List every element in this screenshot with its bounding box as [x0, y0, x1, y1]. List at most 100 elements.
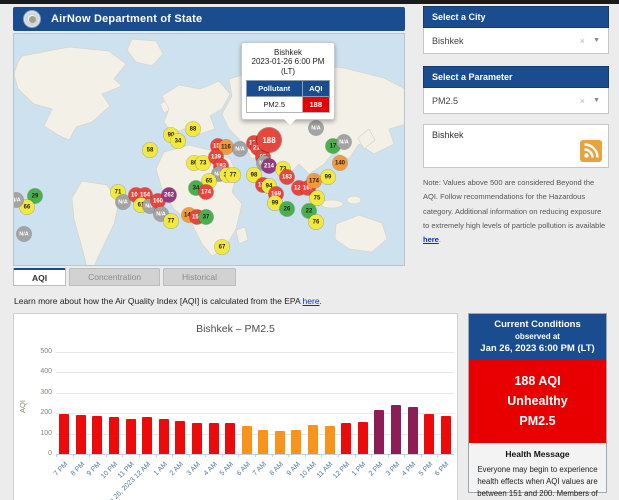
x-axis-tick — [89, 454, 91, 457]
city-dropdown[interactable]: Bishkek × ▼ — [423, 28, 609, 54]
chart-bar — [291, 430, 302, 454]
x-axis-tick — [155, 454, 157, 457]
x-axis-tick — [122, 454, 124, 457]
tab-concentration[interactable]: Concentration — [69, 268, 161, 286]
map-marker[interactable]: N/A — [308, 120, 324, 136]
map-marker[interactable]: N/A — [16, 226, 32, 242]
popup-city: Bishkek — [273, 48, 302, 57]
current-aqi-value: 188 AQI — [514, 374, 561, 388]
y-axis-label: 0 — [48, 450, 52, 457]
map-marker[interactable]: 67 — [214, 239, 230, 255]
select-city-header: Select a City — [423, 6, 609, 28]
parameter-chevron-down-icon[interactable]: ▼ — [593, 97, 600, 104]
x-axis-label: 2 PM — [367, 461, 385, 478]
x-axis-label: 7 AM — [252, 461, 269, 478]
x-axis-label: 5 PM — [417, 461, 435, 478]
world-aqi-map[interactable]: 2966N/AN/A71N/A10815461N/A160262N/A77589… — [13, 33, 405, 266]
city-clear-icon[interactable]: × — [579, 35, 586, 46]
x-axis-label: 3 PM — [384, 461, 401, 478]
map-marker[interactable]: 76 — [308, 214, 324, 230]
view-tabs: AQI Concentration Historical — [13, 268, 236, 286]
x-axis-label: 6 AM — [235, 461, 252, 478]
rss-feed-icon[interactable] — [580, 140, 602, 162]
x-axis-tick — [138, 454, 140, 457]
map-marker[interactable]: 116 — [218, 139, 234, 155]
chart-bar — [109, 417, 120, 454]
chart-bar — [357, 422, 368, 454]
map-marker[interactable]: 73 — [195, 155, 211, 171]
gridline — [56, 392, 454, 394]
map-marker[interactable]: 77 — [163, 213, 179, 229]
map-marker[interactable]: N/A — [232, 141, 248, 157]
chart-bar — [258, 430, 269, 454]
map-marker[interactable]: N/A — [336, 134, 352, 150]
city-chevron-down-icon[interactable]: ▼ — [593, 37, 600, 44]
x-axis-label: 4 AM — [202, 461, 219, 478]
chart-bar — [75, 415, 86, 454]
x-axis-tick — [371, 454, 373, 457]
map-marker[interactable]: 58 — [142, 142, 158, 158]
note-here-link[interactable]: here — [423, 235, 439, 244]
map-marker[interactable]: 183 — [279, 169, 295, 185]
tab-aqi[interactable]: AQI — [13, 268, 67, 286]
x-axis-label: 3 AM — [185, 461, 202, 478]
map-marker[interactable]: 214 — [261, 158, 277, 174]
map-marker[interactable]: 26 — [279, 201, 295, 217]
chart-bar — [208, 423, 219, 454]
x-axis-label: 6 PM — [434, 461, 451, 478]
tab-historical[interactable]: Historical — [163, 268, 236, 286]
x-axis-tick — [354, 454, 356, 457]
x-axis-label: 10 PM — [99, 461, 119, 481]
gridline — [56, 413, 454, 414]
parameter-clear-icon[interactable]: × — [579, 95, 586, 106]
map-marker[interactable]: 174 — [198, 184, 214, 200]
x-axis-label: 2 AM — [169, 461, 186, 478]
popup-col-pollutant: Pollutant — [246, 80, 303, 97]
map-marker[interactable]: 262 — [161, 187, 177, 203]
map-marker[interactable]: 34 — [170, 133, 186, 149]
map-marker[interactable]: 99 — [320, 169, 336, 185]
map-popup: Bishkek 2023-01-26 6:00 PM (LT) Pollutan… — [241, 42, 335, 125]
map-marker[interactable]: 140 — [332, 155, 348, 171]
current-aqi-category: Unhealthy — [507, 394, 568, 408]
x-axis-tick — [420, 454, 422, 457]
popup-datetime: 2023-01-26 6:00 PM — [251, 57, 325, 66]
x-axis-label: 5 AM — [218, 461, 236, 478]
chart-bar — [241, 425, 252, 454]
x-axis-label: 12 PM — [331, 461, 352, 481]
health-message-block: Health Message Everyone may begin to exp… — [469, 443, 606, 500]
map-marker[interactable]: 88 — [185, 121, 201, 137]
conditions-datetime: Jan 26, 2023 6:00 PM (LT) — [480, 343, 595, 354]
x-axis-tick — [188, 454, 190, 457]
app-title: AirNow Department of State — [51, 13, 203, 25]
epa-here-link[interactable]: here — [302, 296, 320, 306]
parameter-dropdown-value: PM2.5 — [432, 95, 459, 106]
health-message-title: Health Message — [505, 449, 570, 459]
map-marker[interactable]: 29 — [27, 188, 43, 204]
y-axis-label: 200 — [40, 409, 52, 416]
chart-bar — [92, 416, 103, 454]
parameter-dropdown[interactable]: PM2.5 × ▼ — [423, 88, 609, 114]
x-axis-tick — [56, 454, 57, 457]
x-axis-tick — [387, 454, 389, 457]
map-marker[interactable]: 188 — [257, 128, 281, 152]
state-department-seal-icon — [23, 10, 41, 28]
map-marker[interactable]: N/A — [14, 192, 24, 208]
x-axis-label: 8 AM — [268, 461, 285, 478]
current-aqi-block: 188 AQI Unhealthy PM2.5 — [469, 360, 606, 443]
gridline — [56, 372, 454, 373]
map-marker[interactable]: 99 — [267, 195, 283, 211]
chart-bar — [440, 416, 451, 454]
chart-bar — [175, 420, 186, 454]
map-marker[interactable]: N/A — [115, 194, 131, 210]
map-marker[interactable]: 75 — [309, 190, 325, 206]
map-marker[interactable]: 174 — [306, 173, 322, 189]
popup-pollutant-value: PM2.5 — [246, 96, 303, 113]
x-axis-tick — [288, 454, 290, 457]
map-marker[interactable]: 66 — [19, 199, 35, 215]
map-marker[interactable]: 77 — [225, 167, 241, 183]
top-strip — [0, 0, 619, 4]
chart-bar — [424, 414, 435, 454]
map-marker[interactable]: 37 — [198, 209, 214, 225]
x-axis-tick — [105, 454, 107, 457]
